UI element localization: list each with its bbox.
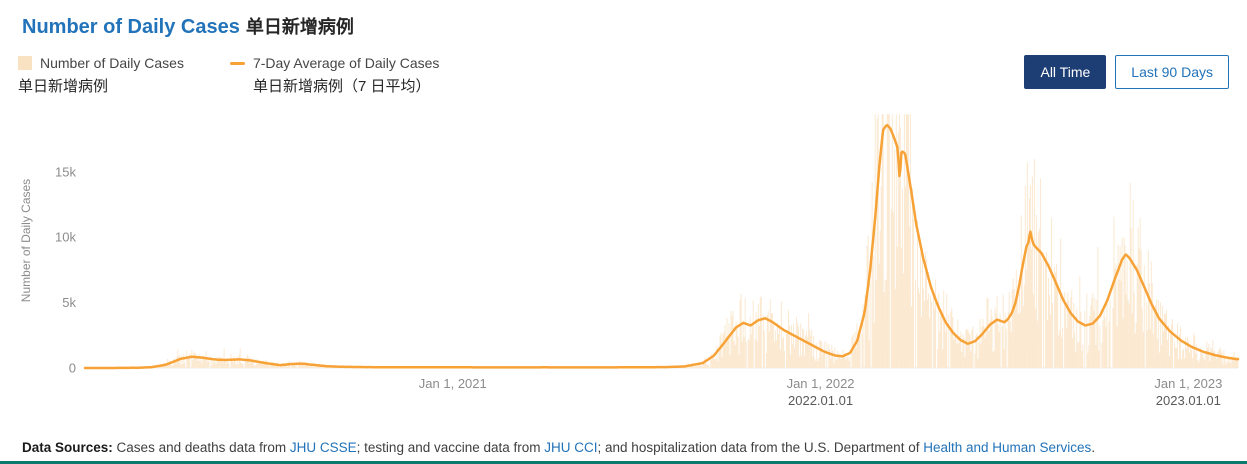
section-divider bbox=[0, 461, 1247, 464]
legend-label-en: Number of Daily Cases bbox=[40, 55, 184, 71]
seven-day-average-line[interactable] bbox=[83, 124, 1240, 370]
all-time-button[interactable]: All Time bbox=[1024, 55, 1107, 89]
y-tick-label: 5k bbox=[62, 295, 76, 310]
chart-area: 0 5k 10k 15k Jan 1, 2021 Jan 1, 2022 2022.01.0… bbox=[0, 98, 1247, 410]
bar-swatch-icon bbox=[18, 56, 32, 70]
y-tick-label: 0 bbox=[69, 361, 76, 376]
footer-text: ; testing and vaccine data from bbox=[356, 440, 545, 455]
legend-label-en: 7-Day Average of Daily Cases bbox=[252, 55, 440, 71]
last-90-days-button[interactable]: Last 90 Days bbox=[1115, 55, 1229, 89]
jhu-csse-link[interactable]: JHU CSSE bbox=[289, 440, 357, 455]
daily-cases-chart[interactable]: 0 5k 10k 15k Jan 1, 2021 Jan 1, 2022 2022.01.0… bbox=[0, 98, 1247, 410]
y-tick-label: 10k bbox=[55, 230, 76, 245]
x-tick-annotation: 2023.01.01 bbox=[1156, 393, 1221, 408]
footer-text: ; and hospitalization data from the U.S.… bbox=[597, 440, 924, 455]
page-title: Number of Daily Cases 单日新增病例 bbox=[0, 0, 1247, 39]
legend-item-7day-average[interactable]: 7-Day Average of Daily Cases 单日新增病例（7 日平… bbox=[229, 55, 440, 96]
controls-row: Number of Daily Cases 单日新增病例 7-Day Avera… bbox=[0, 39, 1247, 96]
jhu-cci-link[interactable]: JHU CCI bbox=[544, 440, 598, 455]
x-tick-label: Jan 1, 2023 bbox=[1154, 376, 1222, 391]
y-axis-title: Number of Daily Cases bbox=[19, 179, 33, 302]
daily-cases-bars[interactable] bbox=[95, 114, 1239, 368]
footer-text: Cases and deaths data from bbox=[112, 440, 290, 455]
time-range-buttons: All Time Last 90 Days bbox=[1024, 55, 1229, 89]
legend-item-daily-cases[interactable]: Number of Daily Cases 单日新增病例 bbox=[18, 55, 184, 96]
legend-label-zh: 单日新增病例（7 日平均） bbox=[252, 78, 431, 95]
chart-legend: Number of Daily Cases 单日新增病例 7-Day Avera… bbox=[18, 55, 439, 96]
footer-text: . bbox=[1091, 440, 1096, 455]
x-tick-label: Jan 1, 2021 bbox=[419, 376, 487, 391]
x-tick-label: Jan 1, 2022 bbox=[787, 376, 855, 391]
page-title-zh: 单日新增病例 bbox=[245, 17, 354, 37]
line-swatch-icon bbox=[229, 61, 245, 65]
y-tick-label: 15k bbox=[55, 164, 76, 179]
x-tick-annotation: 2022.01.01 bbox=[788, 393, 853, 408]
hhs-link[interactable]: Health and Human Services bbox=[923, 440, 1092, 455]
data-sources-footer: Data Sources: Cases and deaths data from… bbox=[22, 440, 1235, 455]
data-sources-label: Data Sources: bbox=[22, 440, 113, 455]
page-title-en: Number of Daily Cases bbox=[22, 16, 240, 38]
legend-label-zh: 单日新增病例 bbox=[18, 78, 109, 95]
